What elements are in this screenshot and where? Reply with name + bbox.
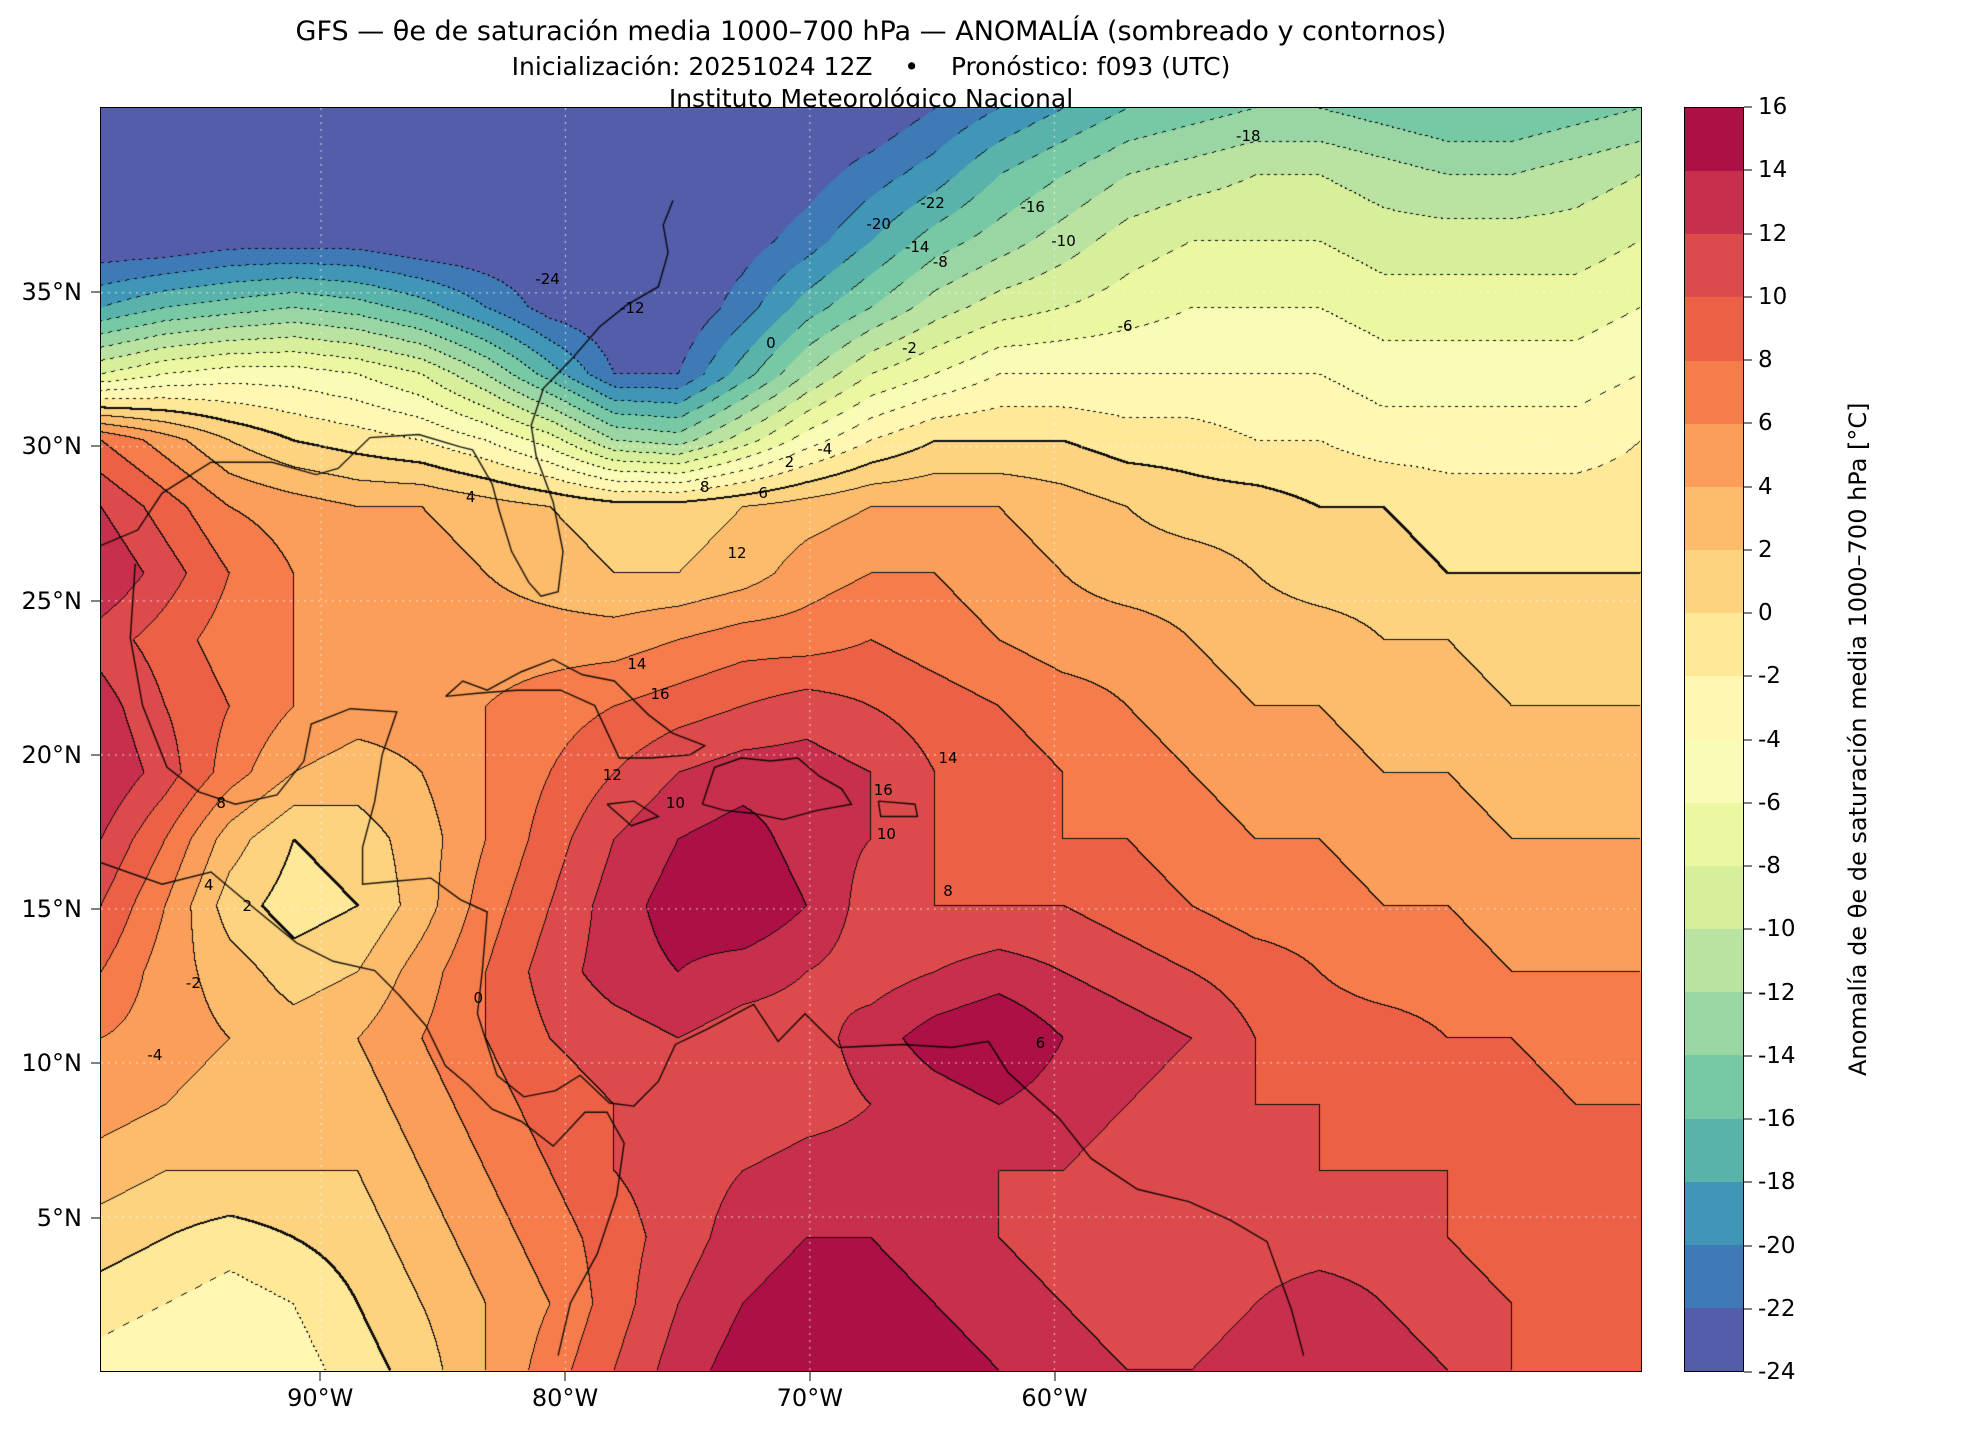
colorbar-label: Anomalía de θe de saturación media 1000–… [1844, 402, 1872, 1077]
colorbar-tick-label: -10 [1758, 916, 1796, 943]
lon-tick-mark [809, 1372, 811, 1381]
colorbar-tick-label: 16 [1758, 94, 1788, 120]
colorbar-tick-mark [1744, 612, 1752, 614]
colorbar-cell [1685, 613, 1743, 677]
colorbar-ticks: 16 14 12 10 8 6 4 2 0 -2 -4 -6 -8 -10 -12 -14 -16 -18 -20 -… [1744, 94, 1844, 1385]
lat-tick-label: 25°N [21, 586, 83, 615]
lat-tick-mark [91, 1062, 100, 1064]
colorbar-tick-mark [1744, 1245, 1752, 1246]
colorbar-tick-mark [1744, 739, 1752, 740]
colorbar-tick-label: -4 [1758, 726, 1781, 753]
map-canvas [101, 108, 1641, 1371]
colorbar-tick-mark [1744, 106, 1752, 108]
map-area: -24 -22 -20 -18 -16 -14 -12 -10 -8 -6 -4 -2 0 2 4 6 8 12 1… [100, 107, 1642, 1372]
colorbar-cell [1685, 171, 1743, 235]
colorbar-cell [1685, 234, 1743, 298]
colorbar-tick-mark [1744, 1055, 1752, 1057]
colorbar-tick-label: -14 [1758, 1042, 1796, 1069]
colorbar-tick-label: -24 [1758, 1359, 1796, 1385]
lat-tick-label: 15°N [21, 895, 83, 924]
colorbar-cell [1685, 297, 1743, 361]
colorbar-tick-label: 10 [1758, 283, 1788, 310]
colorbar-tick-label: -6 [1758, 789, 1781, 816]
colorbar-tick-label: 2 [1758, 536, 1773, 563]
colorbar-cell [1685, 802, 1743, 866]
colorbar-tick-mark [1744, 486, 1752, 487]
colorbar-tick-mark [1744, 169, 1752, 171]
colorbar-tick-mark [1744, 549, 1752, 551]
colorbar-tick-mark [1744, 928, 1752, 930]
colorbar-tick-label: 8 [1758, 347, 1773, 373]
colorbar-cell [1685, 1181, 1743, 1245]
colorbar-tick-mark [1744, 422, 1752, 424]
lat-tick-label: 30°N [21, 432, 83, 461]
colorbar-tick-label: 4 [1758, 473, 1773, 500]
colorbar-tick-label: -2 [1758, 663, 1781, 690]
colorbar-tick-mark [1744, 865, 1752, 867]
colorbar [1684, 107, 1744, 1372]
colorbar-cell [1685, 423, 1743, 487]
title-block: GFS — θe de saturación media 1000–700 hP… [100, 16, 1642, 114]
chart-subtitle: Inicialización: 20251024 12Z • Pronóstic… [511, 52, 1231, 81]
colorbar-cell [1685, 929, 1743, 993]
lat-tick-mark [91, 600, 100, 602]
colorbar-cell [1685, 360, 1743, 424]
colorbar-tick-label: 14 [1758, 157, 1788, 184]
lat-tick-mark [91, 445, 100, 447]
colorbar-tick-label: -20 [1758, 1232, 1796, 1259]
colorbar-cell [1685, 676, 1743, 740]
lat-axis: 35°N 30°N 25°N 20°N 15°N 10°N 5°N [0, 107, 100, 1372]
colorbar-tick-label: -16 [1758, 1106, 1796, 1132]
colorbar-cell [1685, 1118, 1743, 1182]
colorbar-cell [1685, 739, 1743, 803]
lon-tick-label: 60°W [1021, 1384, 1088, 1412]
lon-tick-mark [319, 1372, 321, 1381]
lat-tick-label: 35°N [21, 278, 83, 307]
lon-tick-label: 70°W [776, 1384, 843, 1412]
lat-tick-label: 20°N [21, 740, 83, 769]
colorbar-cell [1685, 865, 1743, 930]
lon-tick-mark [564, 1372, 566, 1381]
colorbar-tick-mark [1744, 802, 1752, 804]
colorbar-tick-mark [1744, 675, 1752, 677]
colorbar-tick-mark [1744, 1308, 1752, 1310]
lat-tick-mark [91, 291, 100, 293]
lon-tick-label: 80°W [531, 1384, 599, 1412]
lon-tick-mark [1054, 1372, 1056, 1381]
chart-title: GFS — θe de saturación media 1000–700 hP… [295, 16, 1447, 47]
lon-axis: 90°W 80°W 70°W 60°W [100, 1372, 1642, 1420]
colorbar-cell [1685, 486, 1743, 551]
colorbar-tick-label: 0 [1758, 600, 1773, 626]
colorbar-cell [1685, 992, 1743, 1056]
colorbar-tick-label: 12 [1758, 220, 1788, 247]
lat-tick-mark [91, 754, 100, 756]
colorbar-tick-mark [1744, 233, 1752, 234]
colorbar-tick-mark [1744, 1181, 1752, 1183]
colorbar-cell [1685, 1244, 1743, 1308]
colorbar-cell [1685, 1055, 1743, 1119]
colorbar-tick-label: -18 [1758, 1169, 1796, 1196]
colorbar-tick-mark [1744, 1371, 1752, 1373]
colorbar-tick-label: -12 [1758, 979, 1796, 1006]
colorbar-tick-mark [1744, 1118, 1752, 1120]
colorbar-tick-mark [1744, 359, 1752, 361]
lat-tick-label: 10°N [21, 1049, 83, 1078]
lat-tick-mark [91, 1217, 100, 1219]
lon-tick-label: 90°W [287, 1384, 354, 1412]
colorbar-tick-label: -22 [1758, 1295, 1796, 1322]
lat-tick-label: 5°N [36, 1203, 82, 1232]
colorbar-tick-mark [1744, 296, 1752, 298]
colorbar-cell [1685, 1307, 1743, 1372]
colorbar-cell [1685, 550, 1743, 614]
institution-line: Instituto Meteorológico Nacional [668, 84, 1074, 113]
colorbar-cell [1685, 108, 1743, 172]
colorbar-tick-mark [1744, 992, 1752, 993]
lat-tick-mark [91, 908, 100, 910]
colorbar-tick-label: 6 [1758, 410, 1773, 437]
colorbar-tick-label: -8 [1758, 853, 1781, 879]
